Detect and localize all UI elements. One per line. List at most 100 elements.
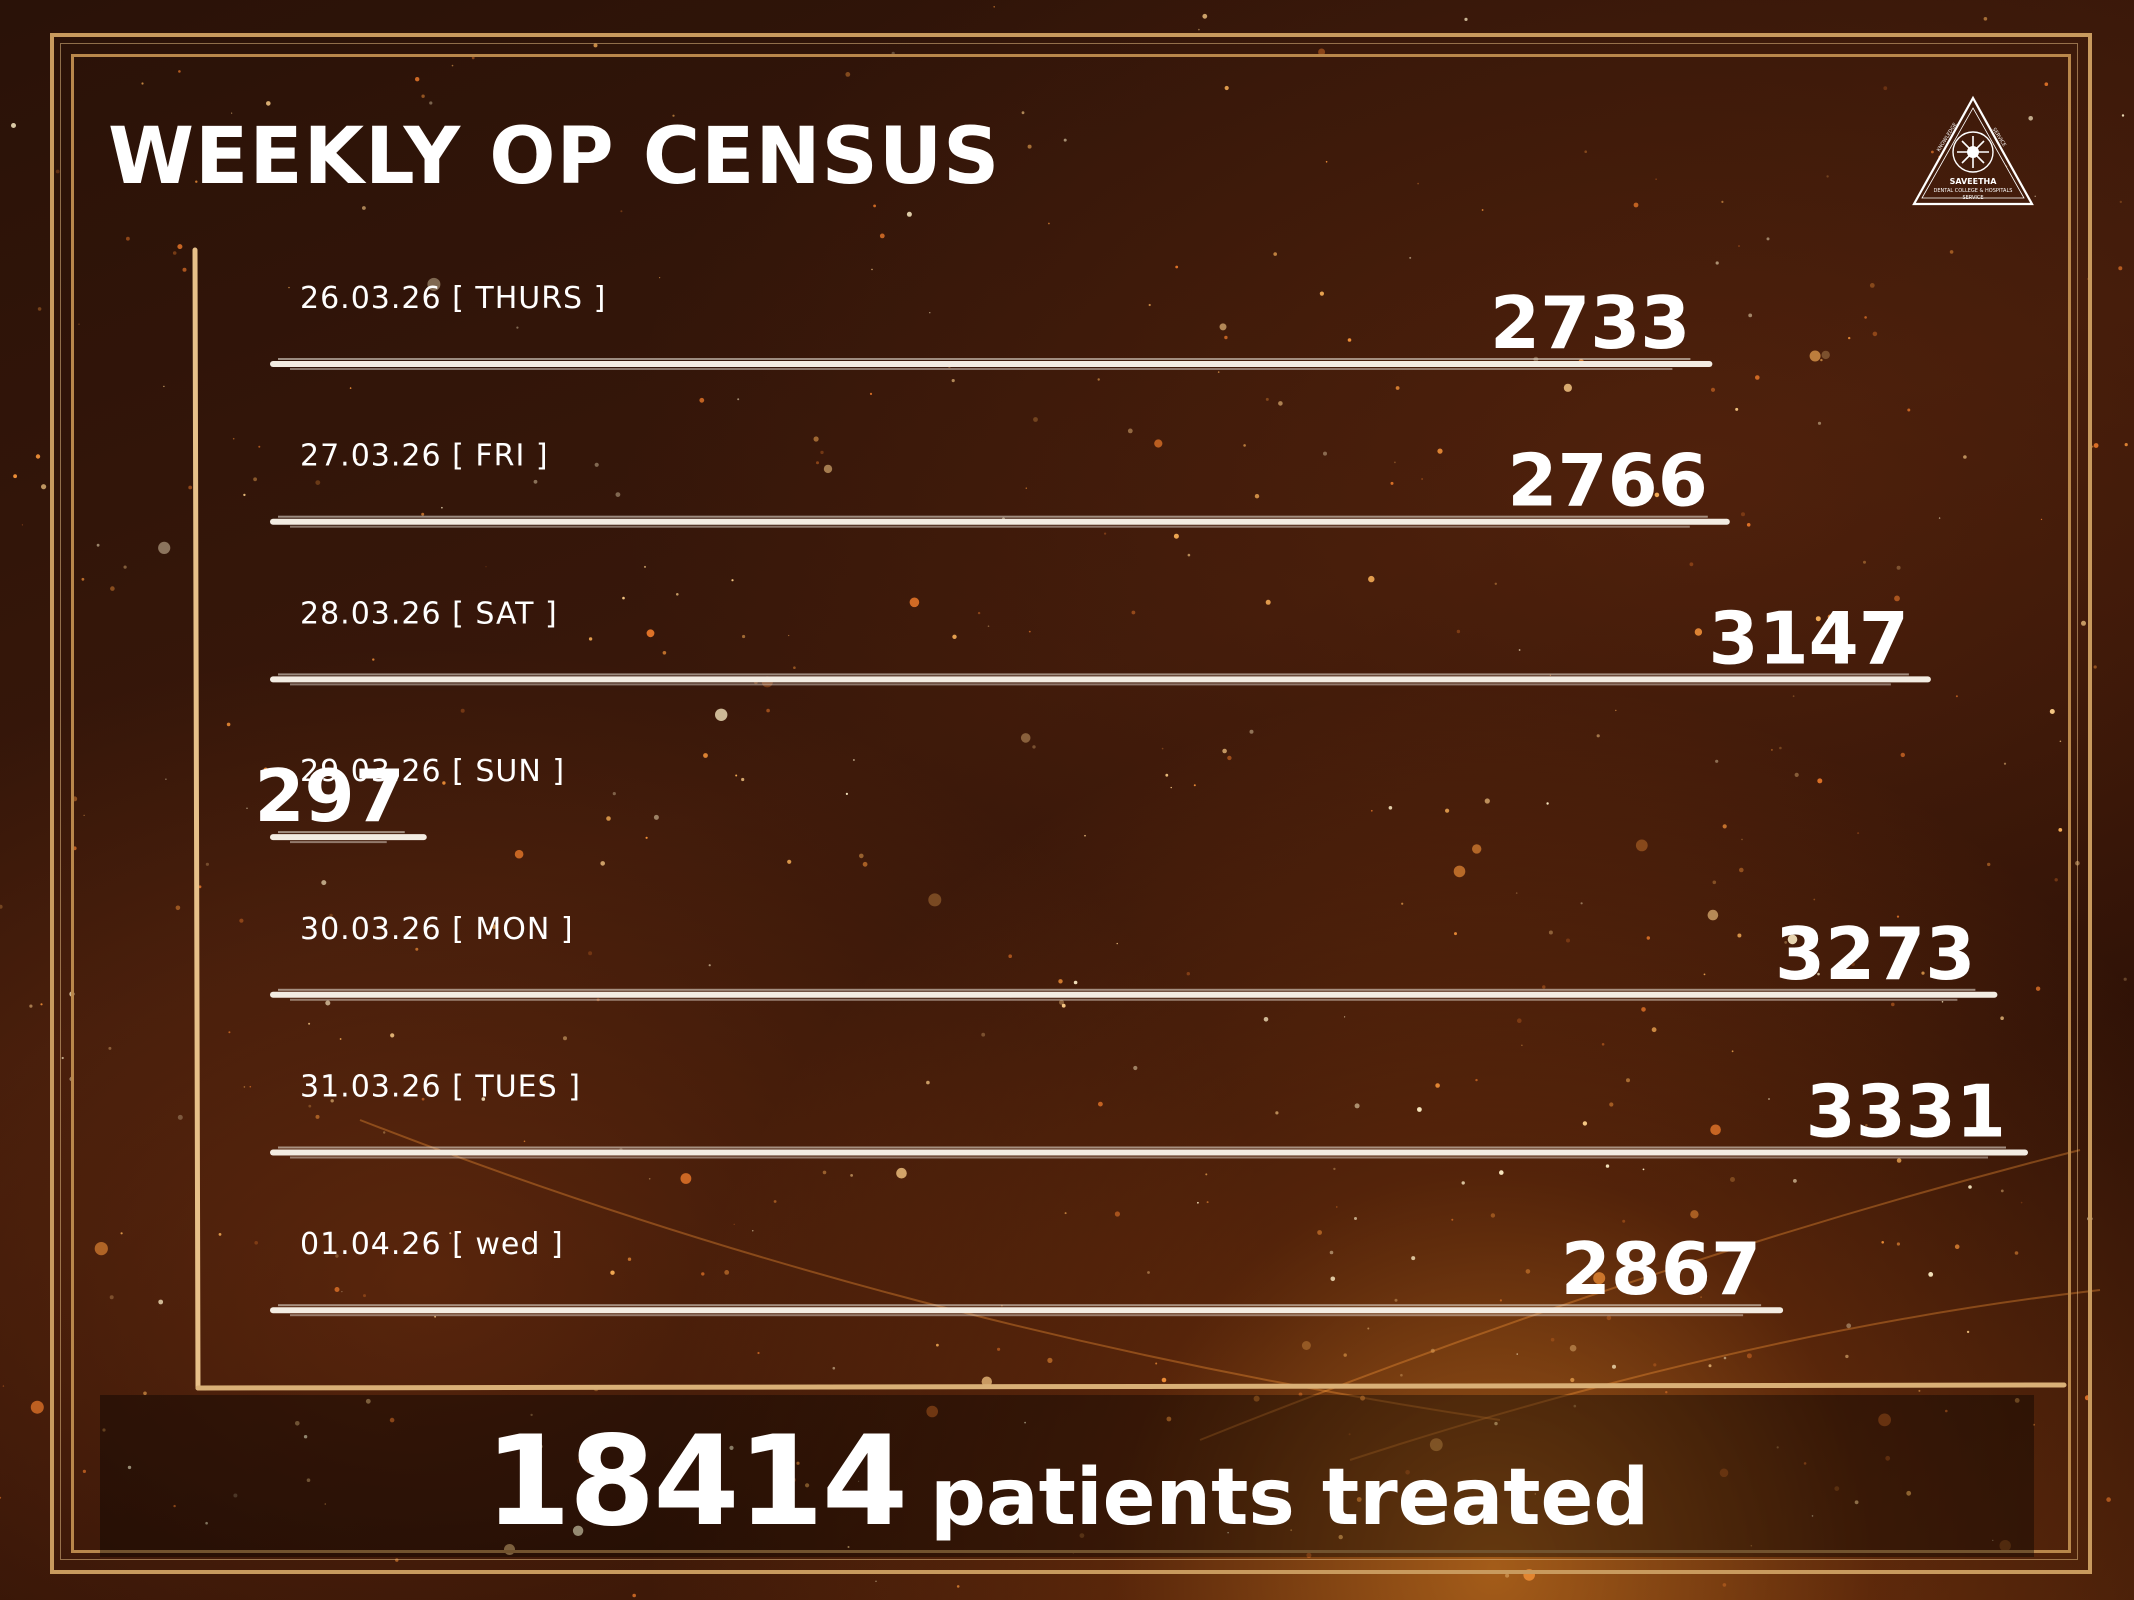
sparkle [266, 101, 271, 106]
page-title: WEEKLY OP CENSUS [108, 112, 1001, 202]
sparkle [533, 479, 538, 484]
sparkle [1494, 582, 1498, 585]
sparkle [1846, 1323, 1852, 1329]
sparkle [1421, 478, 1423, 480]
sparkle [516, 326, 519, 329]
sparkle [1278, 401, 1283, 406]
sparkle [1525, 1269, 1531, 1274]
sparkle [471, 56, 475, 60]
bar [270, 673, 1931, 686]
sparkle [997, 1347, 1001, 1351]
sparkle [1064, 1212, 1067, 1215]
total-summary: 18414 patients treated [0, 1410, 2134, 1560]
sparkle [632, 1593, 636, 1598]
sparkle [1275, 1111, 1279, 1115]
sparkle [871, 268, 873, 271]
sparkle [1154, 439, 1163, 448]
sparkle [1892, 1127, 1894, 1130]
sparkle [648, 1178, 651, 1180]
sparkle [163, 385, 165, 388]
sparkle [421, 94, 425, 98]
sparkle [243, 493, 246, 497]
sparkle [254, 1241, 258, 1245]
bar-value-label: 2733 [1490, 281, 1690, 365]
bar-value-label: 3273 [1775, 912, 1975, 996]
sparkle [1689, 562, 1694, 567]
sparkle [724, 1270, 730, 1275]
sparkle [1635, 839, 1648, 852]
sparkle [847, 1546, 850, 1548]
sparkle [1707, 909, 1719, 921]
sparkle [1329, 1250, 1334, 1255]
sparkle [1027, 144, 1032, 149]
sparkle [41, 484, 47, 490]
sparkle [1521, 1044, 1523, 1047]
sparkle [588, 637, 593, 641]
sparkle [1896, 1242, 1900, 1246]
sparkle [1983, 17, 1988, 21]
sparkle [1490, 1213, 1496, 1218]
sparkle [177, 244, 183, 250]
sparkle [1712, 880, 1717, 885]
sparkle [1863, 560, 1866, 564]
sparkle [1338, 1534, 1343, 1540]
sparkle [1219, 323, 1227, 331]
sparkle [1826, 175, 1829, 178]
sparkle [788, 634, 790, 637]
bar [270, 1146, 2028, 1159]
sparkle [600, 861, 605, 866]
sparkle [1319, 291, 1324, 296]
sparkle [1896, 915, 1900, 918]
sparkle [606, 816, 611, 821]
sparkle [40, 1003, 43, 1006]
sparkle [644, 565, 646, 568]
sparkle [218, 1233, 222, 1236]
sparkle [936, 1343, 939, 1347]
sparkle [855, 1464, 859, 1467]
sparkle [303, 1435, 308, 1439]
sparkle [2020, 1201, 2023, 1204]
sparkle [11, 123, 16, 128]
sparkle [1878, 1413, 1891, 1427]
sparkle [1400, 1373, 1403, 1377]
sparkle [1779, 746, 1782, 750]
sparkle [1918, 1389, 1921, 1392]
sparkle [1722, 824, 1727, 829]
sparkle [1605, 1164, 1610, 1168]
sparkle [258, 445, 261, 448]
sparkle [659, 277, 661, 279]
sparkle [822, 1170, 827, 1175]
sparkle [449, 1232, 452, 1235]
sparkle [1079, 1533, 1085, 1538]
sparkle [1298, 1392, 1303, 1397]
sparkle [993, 6, 995, 8]
sparkle [1254, 494, 1260, 499]
sparkle [1776, 1446, 1779, 1449]
sparkle [956, 1585, 960, 1588]
sparkle [1817, 421, 1822, 425]
sparkle [61, 1056, 64, 1060]
bar [270, 515, 1730, 528]
sparkle [735, 774, 738, 777]
sparkle [29, 1004, 33, 1008]
sparkle [1367, 1327, 1370, 1330]
sparkle [1484, 798, 1490, 804]
footer-band [100, 1395, 2034, 1557]
sparkle [1703, 973, 1706, 976]
sparkle [1166, 1416, 1172, 1422]
sparkle [451, 64, 454, 67]
sparkle [2123, 977, 2127, 981]
sparkle [315, 774, 320, 779]
sparkle [1542, 985, 1546, 989]
sparkle [708, 964, 711, 967]
sparkle [1047, 1357, 1053, 1363]
sparkle [1127, 428, 1133, 434]
sparkle [233, 1493, 238, 1498]
sparkle [205, 1521, 208, 1525]
sparkle [1534, 1493, 1537, 1495]
sparkle [1147, 1271, 1150, 1274]
sparkle [321, 880, 327, 886]
sparkle [672, 114, 675, 117]
